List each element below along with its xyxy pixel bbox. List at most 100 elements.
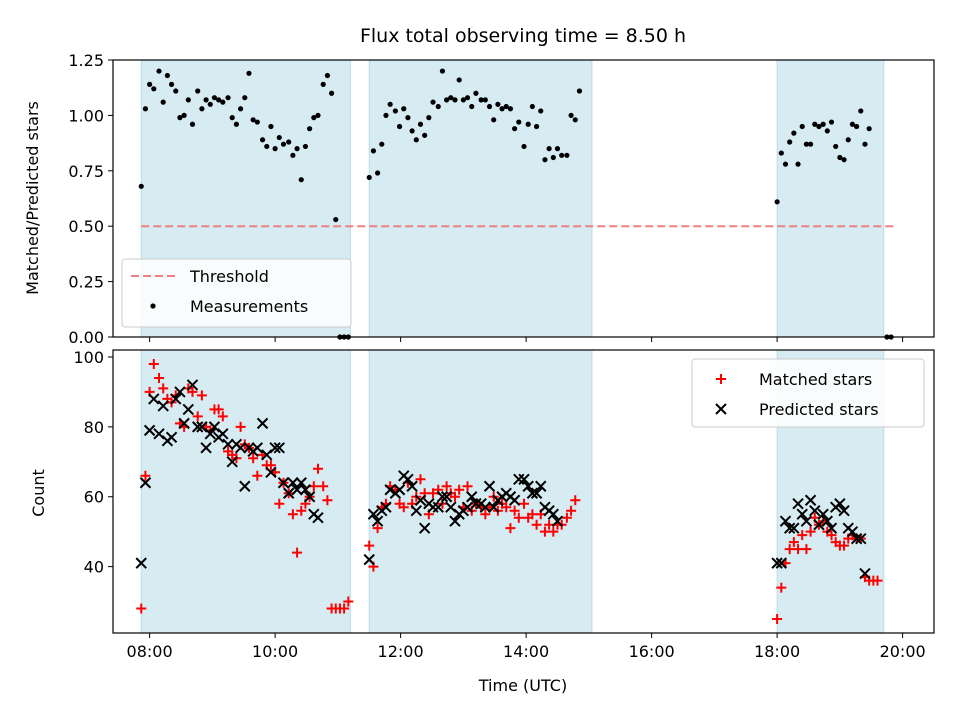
top-panel: 0.00 0.25 0.50 0.75 1.00 1.25 Threshold Measure…	[68, 51, 935, 347]
predicted-star-point	[479, 501, 492, 513]
predicted-star-point	[299, 484, 312, 496]
measurement-point	[507, 106, 514, 112]
predicted-star-point	[393, 484, 406, 496]
measurement-point	[413, 137, 419, 143]
predicted-star-point	[788, 522, 800, 534]
matched-star-point	[235, 421, 246, 432]
predicted-star-point	[148, 393, 160, 405]
measurement-point	[315, 112, 321, 118]
matched-star-point	[148, 358, 159, 369]
matched-star-point	[509, 505, 520, 516]
matched-star-point	[140, 470, 151, 481]
predicted-star-point	[303, 491, 316, 503]
matched-star-point	[513, 512, 524, 523]
matched-star-point	[154, 372, 165, 383]
predicted-star-point	[165, 431, 178, 444]
matched-star-point	[318, 481, 329, 492]
measurement-point	[207, 101, 213, 107]
measurement-point	[405, 115, 411, 121]
matched-star-point	[793, 544, 804, 555]
matched-star-point	[519, 498, 530, 509]
measurement-point	[396, 123, 403, 130]
measurement-point	[849, 121, 856, 127]
measurement-point	[460, 97, 466, 103]
predicted-star-point	[367, 508, 380, 520]
measurement-point	[473, 90, 479, 96]
measurement-point	[546, 146, 552, 152]
measurement-point	[246, 70, 252, 76]
measurement-point	[417, 121, 424, 127]
measurement-point	[173, 88, 179, 94]
predicted-star-point	[282, 487, 295, 499]
predicted-star-point	[487, 501, 500, 513]
predicted-star-point	[406, 480, 418, 492]
matched-star-point	[548, 526, 559, 537]
measurement-point	[791, 130, 797, 136]
measurement-point	[337, 334, 343, 340]
predicted-star-point	[530, 487, 543, 499]
measurement-point	[195, 88, 201, 94]
y-tick-label: 100	[73, 348, 104, 367]
measurement-point	[533, 123, 540, 130]
measurement-point	[233, 121, 240, 127]
measurement-point	[841, 157, 847, 163]
matched-star-point	[296, 505, 307, 516]
measurement-point	[225, 95, 231, 101]
predicted-star-point	[200, 442, 212, 454]
matched-star-point	[797, 530, 808, 541]
measurement-point	[444, 97, 450, 103]
measurement-point	[203, 97, 209, 103]
legend-box	[121, 258, 352, 328]
y-tick-label: 0.75	[68, 162, 104, 181]
measurement-point	[138, 183, 144, 189]
measurement-point	[542, 157, 548, 163]
predicted-star-point	[418, 522, 431, 534]
measurement-point	[486, 103, 493, 110]
measurement-point	[499, 106, 505, 112]
predicted-star-point	[157, 400, 169, 412]
measurement-point	[469, 103, 475, 110]
matched-star-point	[505, 523, 516, 534]
predicted-star-point	[178, 417, 190, 430]
predicted-star-point	[440, 491, 453, 503]
matched-star-point	[449, 491, 460, 502]
predicted-star-point	[170, 393, 182, 405]
matched-star-point	[158, 383, 169, 394]
measurement-point	[525, 121, 531, 127]
matched-star-point	[454, 484, 465, 495]
predicted-star-point	[771, 557, 783, 569]
measurement-point	[482, 97, 488, 103]
measurement-point	[268, 123, 274, 130]
measurement-point	[516, 119, 522, 125]
measurement-point	[837, 154, 843, 161]
axes-frame	[112, 59, 935, 338]
legend-measurements-swatch	[150, 303, 156, 309]
predicted-star-point	[402, 473, 414, 485]
measurement-point	[254, 119, 260, 125]
measurement-point	[211, 95, 218, 101]
predicted-star-point	[432, 501, 444, 513]
predicted-star-point	[204, 428, 216, 440]
measurement-point	[854, 123, 860, 130]
measurement-point	[264, 143, 270, 150]
measurement-point	[782, 161, 789, 167]
predicted-star-point	[809, 505, 821, 517]
predicted-star-point	[838, 505, 850, 517]
matched-star-point	[252, 470, 263, 481]
predicted-star-point	[182, 403, 195, 416]
predicted-star-point	[312, 511, 324, 524]
predicted-star-point	[371, 515, 384, 527]
predicted-star-point	[855, 532, 867, 545]
predicted-star-point	[234, 442, 247, 454]
measurement-point	[503, 103, 509, 110]
legend-predicted-label: Predicted stars	[759, 400, 879, 419]
legend-box	[691, 358, 925, 428]
matched-star-point	[527, 509, 538, 520]
measurement-point	[774, 199, 780, 205]
matched-star-point	[501, 502, 512, 513]
measurement-point	[858, 108, 864, 114]
measurement-point	[491, 117, 497, 123]
measurement-point	[286, 139, 292, 145]
measurement-point	[341, 334, 347, 340]
